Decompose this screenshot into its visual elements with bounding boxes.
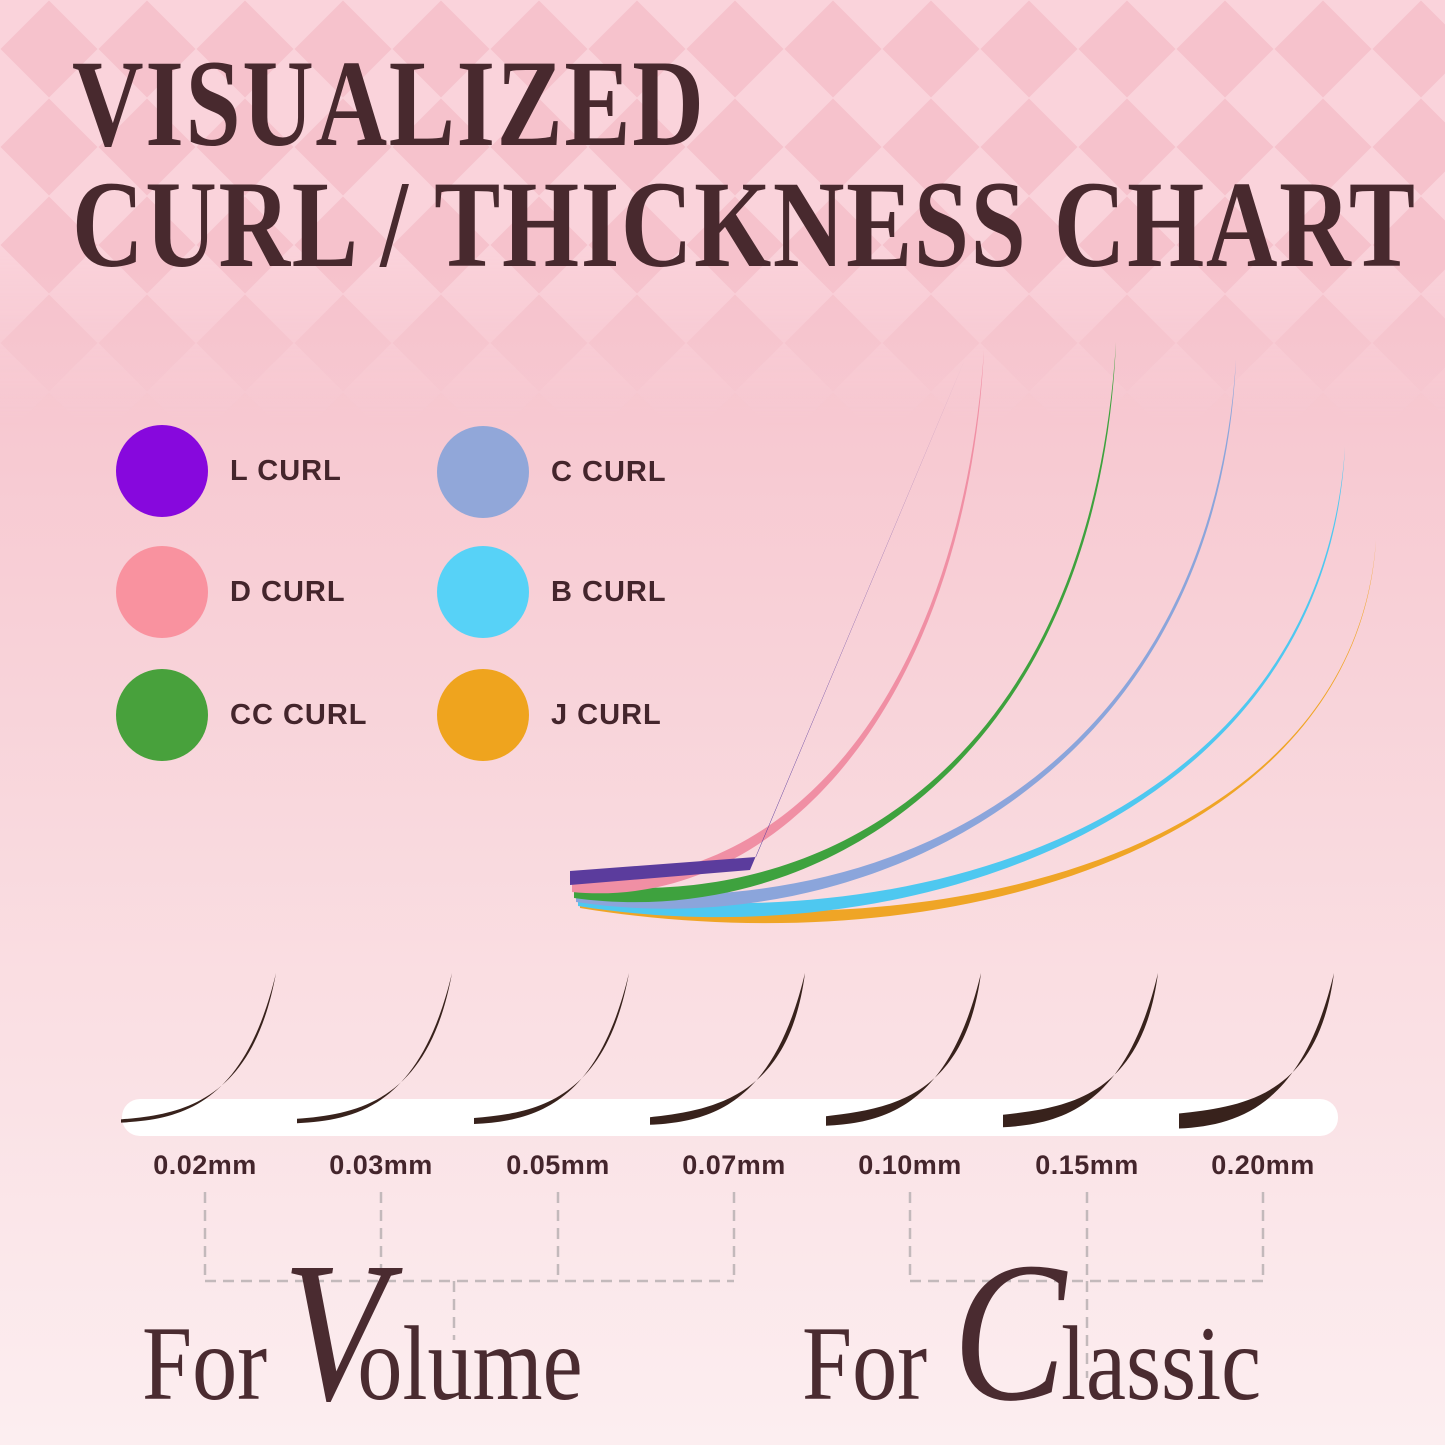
thickness-label-0-02mm: 0.02mm xyxy=(153,1150,257,1180)
thickness-label-0-10mm: 0.10mm xyxy=(858,1150,962,1180)
c-curl-swatch xyxy=(437,426,529,518)
curl-curve-c xyxy=(576,359,1236,909)
b-curl-label: B CURL xyxy=(551,575,667,608)
curl-curve-b xyxy=(578,447,1345,918)
volume-bracket-dashes xyxy=(203,1192,736,1340)
j-curl-label: J CURL xyxy=(551,698,662,731)
page-title-line1: VISUALIZED xyxy=(72,35,706,172)
thickness-label-0-07mm: 0.07mm xyxy=(682,1150,786,1180)
group-label-for-volume: For V olume xyxy=(142,1218,583,1445)
legend-item-l-curl: L CURL xyxy=(116,425,342,517)
classic-initial-text: C xyxy=(952,1222,1067,1443)
volume-rest-text: olume xyxy=(357,1305,583,1422)
page-title-line2: CURL / THICKNESS CHART xyxy=(72,156,1417,293)
j-curl-swatch xyxy=(437,669,529,761)
classic-prefix-text: For xyxy=(802,1305,928,1422)
legend-item-j-curl: J CURL xyxy=(437,669,662,761)
l-curl-swatch xyxy=(116,425,208,517)
legend-item-cc-curl: CC CURL xyxy=(116,669,368,761)
group-label-for-classic: For C lassic xyxy=(802,1218,1261,1445)
legend-item-d-curl: D CURL xyxy=(116,546,346,638)
d-curl-label: D CURL xyxy=(230,575,346,608)
thickness-label-0-05mm: 0.05mm xyxy=(506,1150,610,1180)
thickness-label-0-20mm: 0.20mm xyxy=(1211,1150,1315,1180)
volume-initial-text: V xyxy=(282,1222,387,1443)
cc-curl-swatch xyxy=(116,669,208,761)
cc-curl-label: CC CURL xyxy=(230,698,368,731)
classic-rest-text: lassic xyxy=(1060,1305,1262,1422)
volume-prefix-text: For xyxy=(142,1305,268,1422)
l-curl-label: L CURL xyxy=(230,454,342,487)
thickness-label-0-03mm: 0.03mm xyxy=(329,1150,433,1180)
b-curl-swatch xyxy=(437,546,529,638)
page-title: VISUALIZED CURL / THICKNESS CHART xyxy=(72,35,1445,293)
lash-strip-bar xyxy=(122,1099,1338,1136)
legend-item-b-curl: B CURL xyxy=(437,546,667,638)
classic-bracket-dashes xyxy=(908,1192,1265,1378)
thickness-label-0-15mm: 0.15mm xyxy=(1035,1150,1139,1180)
c-curl-label: C CURL xyxy=(551,455,667,488)
lash-0-20mm xyxy=(1179,973,1334,1129)
legend-item-c-curl: C CURL xyxy=(437,426,667,518)
curl-curve-j xyxy=(580,540,1376,924)
d-curl-swatch xyxy=(116,546,208,638)
